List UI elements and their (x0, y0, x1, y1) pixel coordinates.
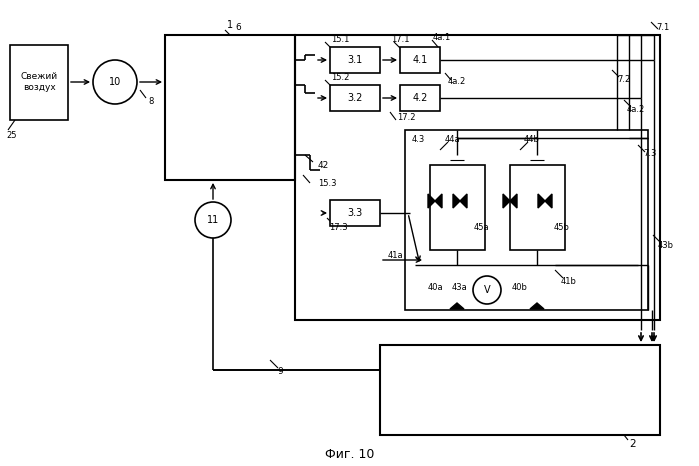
Bar (330, 85, 380, 111)
Text: 43b: 43b (658, 241, 674, 251)
Text: 15.3: 15.3 (318, 178, 336, 187)
Bar (330, 200, 380, 226)
Text: 15.1: 15.1 (331, 35, 350, 44)
Bar (165, 35, 295, 180)
Text: 25: 25 (7, 131, 17, 141)
Text: 3.1: 3.1 (347, 55, 363, 65)
Polygon shape (450, 303, 464, 309)
Text: 43a: 43a (452, 282, 468, 292)
Text: 7.3: 7.3 (643, 150, 656, 158)
Text: 40b: 40b (512, 282, 528, 292)
Text: 41a: 41a (388, 251, 403, 260)
Text: 8: 8 (148, 96, 154, 105)
Text: 17.1: 17.1 (391, 35, 409, 44)
Text: 45a: 45a (474, 224, 489, 233)
Text: Свежий
воздух: Свежий воздух (20, 72, 57, 92)
Text: 4.1: 4.1 (412, 55, 428, 65)
Circle shape (473, 276, 501, 304)
Polygon shape (453, 194, 460, 208)
Text: 4.2: 4.2 (412, 93, 428, 103)
Text: 45b: 45b (554, 224, 570, 233)
Text: 4.3: 4.3 (412, 136, 425, 144)
Text: 7.2: 7.2 (617, 75, 630, 83)
Text: 7.1: 7.1 (656, 23, 670, 33)
Polygon shape (428, 194, 435, 208)
Text: 15.2: 15.2 (331, 74, 350, 82)
Text: 9: 9 (277, 368, 283, 377)
Bar (510, 165, 565, 250)
Text: 40a: 40a (427, 282, 442, 292)
Text: 11: 11 (207, 215, 219, 225)
Text: 4a.2: 4a.2 (448, 77, 466, 87)
Polygon shape (435, 194, 442, 208)
Text: 42: 42 (318, 160, 329, 170)
Text: 1: 1 (227, 20, 233, 30)
Text: 2: 2 (630, 439, 636, 449)
Polygon shape (510, 194, 517, 208)
Text: 4a.2: 4a.2 (627, 104, 645, 114)
Polygon shape (530, 303, 544, 309)
Text: Фиг. 10: Фиг. 10 (325, 448, 375, 461)
Text: 3.3: 3.3 (347, 208, 363, 218)
Polygon shape (503, 194, 510, 208)
Circle shape (195, 202, 231, 238)
Bar (430, 165, 485, 250)
Text: 17.3: 17.3 (329, 224, 347, 233)
Bar (400, 85, 440, 111)
Bar (10, 45, 68, 120)
Text: V: V (484, 285, 490, 295)
Bar (380, 345, 660, 435)
Bar (330, 47, 380, 73)
Polygon shape (460, 194, 467, 208)
Text: 4a.1: 4a.1 (433, 34, 451, 42)
Text: 44b: 44b (524, 135, 540, 144)
Bar (405, 130, 648, 310)
Bar (400, 47, 440, 73)
Bar (295, 35, 660, 320)
Polygon shape (538, 194, 545, 208)
Text: 6: 6 (235, 22, 241, 32)
Text: 44a: 44a (444, 135, 460, 144)
Text: 10: 10 (109, 77, 121, 87)
Text: 41b: 41b (561, 276, 577, 286)
Text: 17.2: 17.2 (397, 114, 415, 123)
Polygon shape (545, 194, 552, 208)
Text: 3.2: 3.2 (347, 93, 363, 103)
Circle shape (93, 60, 137, 104)
